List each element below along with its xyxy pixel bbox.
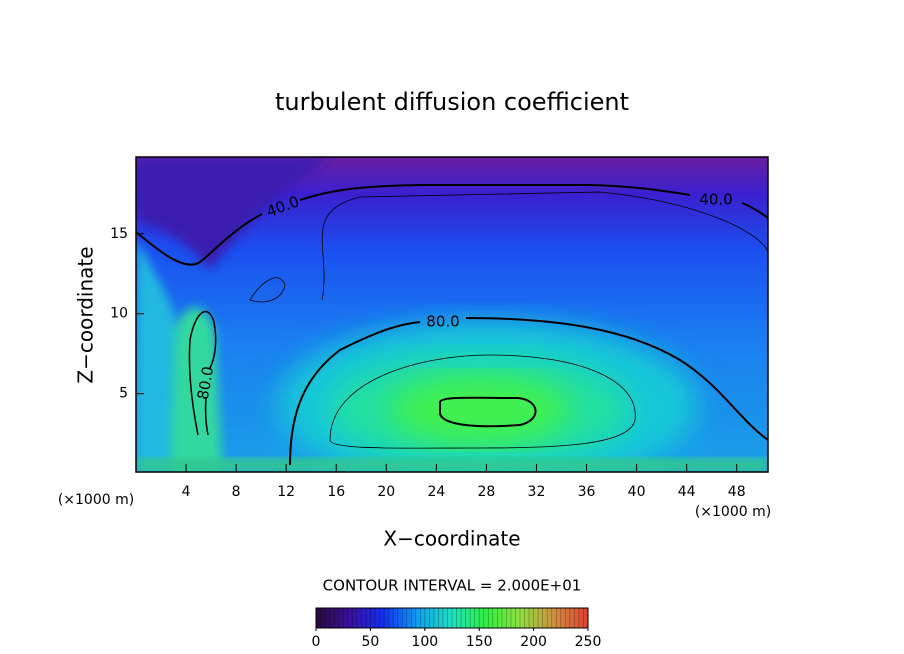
- colorbar-tick-label: 50: [361, 634, 379, 650]
- contour-line: [136, 184, 691, 266]
- colorbar-tick-label: 0: [312, 634, 321, 650]
- field-region: [390, 375, 570, 445]
- y-tick-label: 10: [110, 306, 128, 322]
- field: [136, 157, 768, 472]
- contour-line: [249, 191, 768, 303]
- field-region: [136, 157, 330, 270]
- x-axis-label: X−coordinate: [383, 527, 520, 551]
- colorbar-tick-label: 250: [575, 634, 602, 650]
- x-tick-label: 32: [528, 484, 546, 500]
- contour-line: [289, 317, 768, 466]
- x-tick-label: 12: [277, 484, 295, 500]
- y-tick-label: 15: [110, 226, 128, 242]
- x-tick-label: 4: [182, 484, 191, 500]
- contour-line: [439, 396, 537, 428]
- y-unit-label: (×1000 m): [58, 492, 134, 508]
- x-unit-label: (×1000 m): [695, 504, 771, 520]
- contour-line: [329, 354, 636, 449]
- y-axis-label: Z−coordinate: [74, 246, 98, 383]
- x-tick-label: 28: [478, 484, 496, 500]
- contour-line: [741, 202, 768, 219]
- x-tick-label: 24: [427, 484, 445, 500]
- x-tick-label: 44: [678, 484, 696, 500]
- field-region: [170, 307, 222, 472]
- x-tick-label: 48: [728, 484, 746, 500]
- colorbar: [315, 607, 589, 629]
- field-region: [136, 458, 768, 472]
- colorbar-tick-label: 200: [520, 634, 547, 650]
- chart-title: turbulent diffusion coefficient: [275, 88, 629, 116]
- colorbar-tick-label: 100: [411, 634, 438, 650]
- x-tick-label: 16: [327, 484, 345, 500]
- contour-label: 40.0: [699, 191, 732, 209]
- contour-line: [188, 310, 217, 436]
- x-tick-label: 40: [628, 484, 646, 500]
- x-tick-label: 8: [232, 484, 241, 500]
- contour-interval: CONTOUR INTERVAL = 2.000E+01: [323, 577, 582, 595]
- plot-frame: [135, 156, 769, 473]
- contour-label: 80.0: [426, 313, 459, 331]
- contour-label: 80.0: [194, 365, 218, 401]
- x-tick-label: 20: [377, 484, 395, 500]
- y-tick-label: 5: [119, 386, 128, 402]
- colorbar-tick-label: 150: [466, 634, 493, 650]
- x-tick-label: 36: [578, 484, 596, 500]
